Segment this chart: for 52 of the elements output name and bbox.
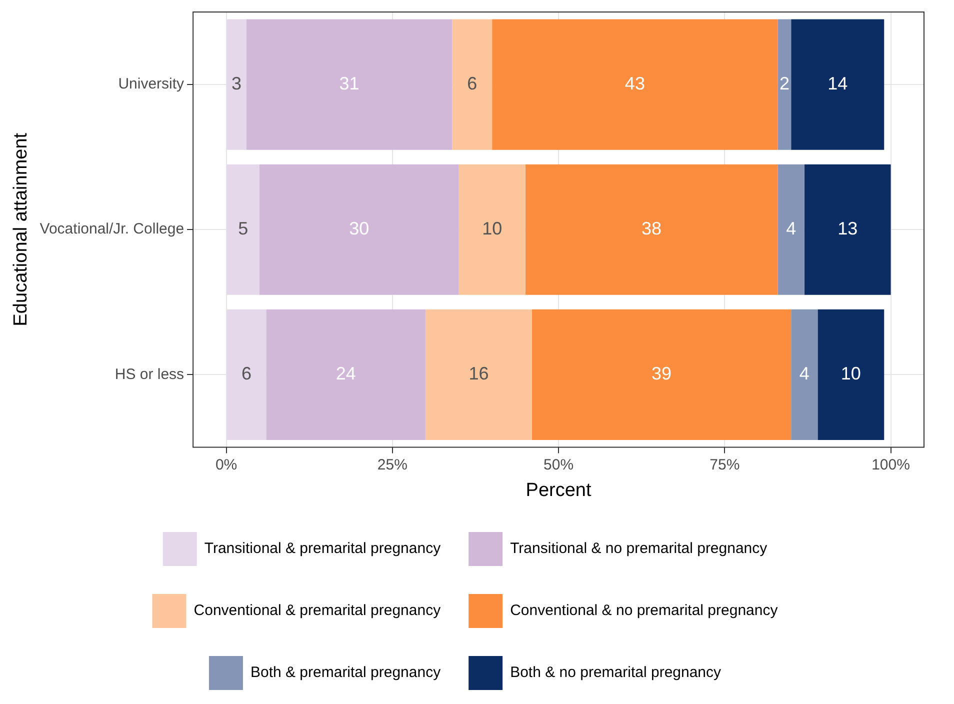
x-tick-label: 100% [872,456,910,474]
data-label: 10 [482,218,502,239]
data-label: 5 [238,218,248,239]
bar [778,19,792,150]
bar [525,164,778,295]
bar [818,309,884,440]
bar [226,309,266,440]
legend-label: Both & no premarital pregnancy [510,664,722,682]
bar [260,164,459,295]
bar [791,19,884,150]
data-label: 10 [840,364,861,384]
data-label: 30 [349,218,370,239]
data-label: 6 [467,74,478,94]
legend-label: Both & premarital pregnancy [250,664,442,682]
legend-label: Conventional & no premarital pregnancy [510,602,778,620]
y-tick-label: Vocational/Jr. College [40,220,184,238]
data-label: 24 [336,364,356,384]
bar [458,164,526,295]
data-label: 39 [652,364,672,384]
bar [226,19,246,150]
bar [778,164,804,295]
data-label: 2 [779,74,790,94]
data-label: 4 [799,364,810,384]
x-tick-label: 75% [710,456,740,474]
x-tick-label: 50% [544,456,574,474]
bar [791,309,818,440]
data-label: 16 [468,364,489,384]
data-label: 43 [624,74,645,94]
bar [266,309,426,440]
x-tick-label: 25% [377,456,408,474]
bar [492,19,778,150]
bar [532,309,792,440]
y-tick-label: University [118,76,185,93]
legend-label: Transitional & no premarital pregnancy [510,540,768,558]
bar [226,164,260,295]
bar [426,309,532,440]
bar [452,19,492,150]
data-label: 31 [339,74,360,94]
bar [804,164,891,295]
data-label: 38 [642,218,662,239]
data-label: 3 [231,74,242,94]
data-label: 13 [838,218,858,239]
data-label: 6 [241,364,252,384]
bar [246,19,452,150]
x-tick-label: 0% [215,456,238,474]
y-axis-title: Educational attainment [10,132,32,326]
data-label: 14 [828,74,848,94]
data-label: 4 [786,218,796,239]
y-tick-label: HS or less [114,366,184,383]
legend-label: Transitional & premarital pregnancy [204,540,442,558]
x-axis-title: Percent [526,480,592,501]
legend-label: Conventional & premarital pregnancy [194,602,442,620]
